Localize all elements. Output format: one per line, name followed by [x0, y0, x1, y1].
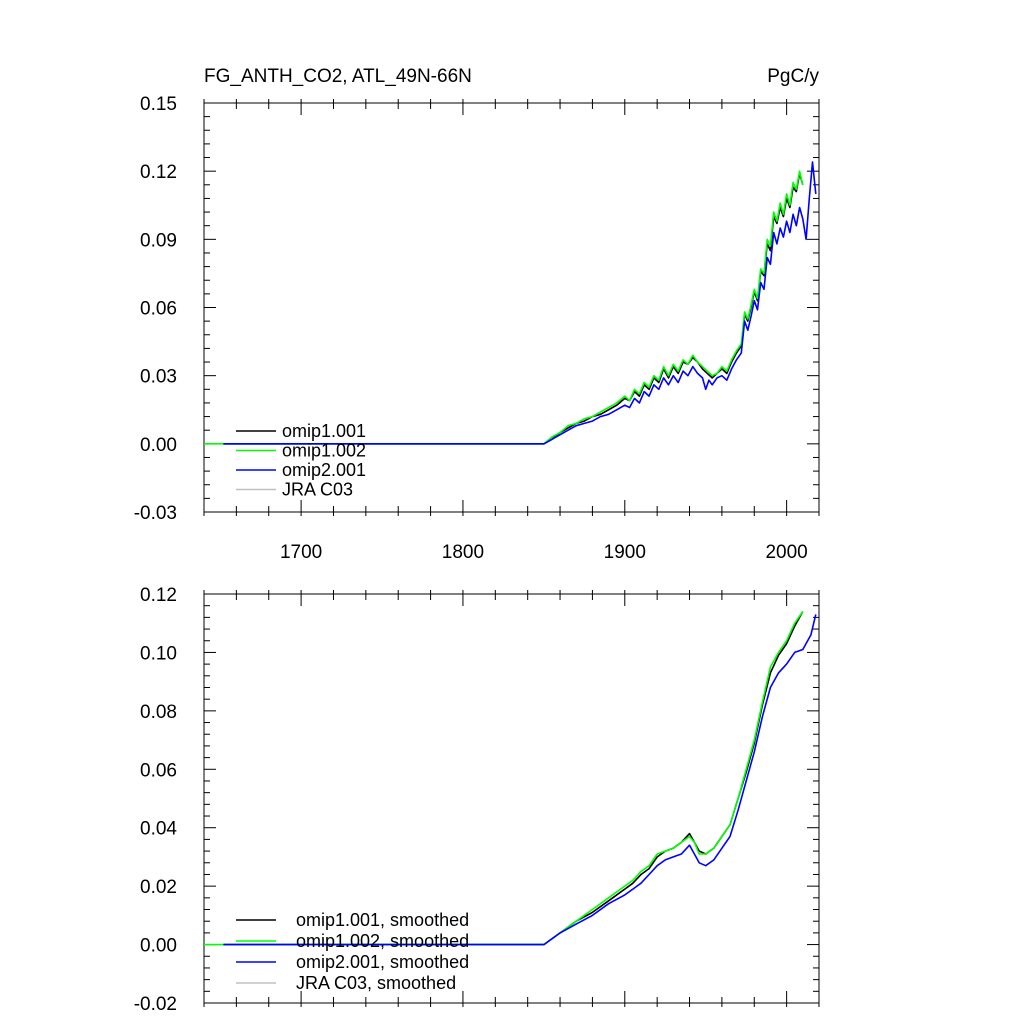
- y-tick-label: 0.12: [140, 585, 177, 606]
- series-line-omip1-002-smoothed: [204, 611, 804, 946]
- x-tick-label: 1700: [280, 542, 322, 563]
- y-tick-label: 0.10: [140, 643, 177, 664]
- y-tick-label: 0.12: [140, 162, 177, 183]
- panel-smoothed: -0.02 0.00 0.02 0.04 0.06 0.08 0.10 0.12 omip1.0…: [134, 585, 820, 1015]
- y-tick-label: 0.00: [140, 435, 177, 456]
- series-line-omip2-001-smoothed: [223, 614, 817, 946]
- series-line-omip1-001: [223, 172, 804, 445]
- legend-label: omip1.001: [282, 421, 366, 441]
- x-tick-label: 1800: [442, 542, 484, 563]
- y-tick-label: 0.06: [140, 299, 177, 320]
- legend-label: omip2.001, smoothed: [296, 952, 469, 972]
- legend-label: omip2.001: [282, 460, 366, 480]
- chart-title: FG_ANTH_CO2, ATL_49N-66N: [204, 66, 472, 87]
- y-tick-label: -0.02: [134, 994, 177, 1015]
- y-tick-label: 0.03: [140, 367, 177, 388]
- series-line-omip2-001: [223, 161, 817, 445]
- y-tick-label: 0.08: [140, 702, 177, 723]
- y-tick-label: 0.09: [140, 230, 177, 251]
- y-tick-label: 0.06: [140, 760, 177, 781]
- legend-label: omip1.002, smoothed: [296, 931, 469, 951]
- legend-label: omip1.002: [282, 441, 366, 461]
- y-tick-label: -0.03: [134, 503, 177, 524]
- legend-label: JRA C03: [282, 480, 353, 500]
- series-line-omip1-002: [204, 170, 804, 445]
- y-tick-label: 0.02: [140, 877, 177, 898]
- x-tick-label: 2000: [765, 542, 807, 563]
- x-tick-label: 1900: [604, 542, 646, 563]
- legend-label: JRA C03, smoothed: [296, 973, 456, 993]
- panel-annual: -0.03 0.00 0.03 0.06 0.09 0.12 0.15 1700 1800 190…: [134, 94, 820, 563]
- y-tick-label: 0.15: [140, 94, 177, 115]
- y-tick-label: 0.00: [140, 936, 177, 957]
- units-label: PgC/y: [767, 66, 819, 87]
- y-tick-label: 0.04: [140, 819, 177, 840]
- plot-frame: [203, 593, 820, 1004]
- series-line-omip1-001-smoothed: [223, 611, 804, 946]
- legend-label: omip1.001, smoothed: [296, 910, 469, 930]
